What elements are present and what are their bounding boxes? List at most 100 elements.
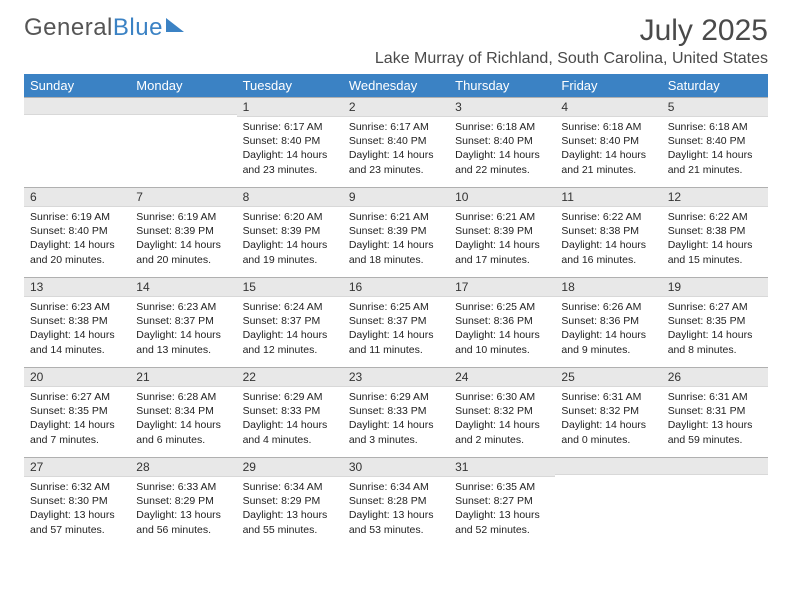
calendar-table: SundayMondayTuesdayWednesdayThursdayFrid…: [24, 74, 768, 547]
calendar-day-cell: 30Sunrise: 6:34 AMSunset: 8:28 PMDayligh…: [343, 457, 449, 547]
daylight-line: Daylight: 14 hours and 15 minutes.: [668, 238, 762, 266]
sunset-line: Sunset: 8:31 PM: [668, 404, 762, 418]
day-number-bar: 10: [449, 187, 555, 207]
sunrise-line: Sunrise: 6:30 AM: [455, 390, 549, 404]
day-number-bar: 22: [237, 367, 343, 387]
day-body: Sunrise: 6:18 AMSunset: 8:40 PMDaylight:…: [662, 117, 768, 181]
daylight-line: Daylight: 14 hours and 9 minutes.: [561, 328, 655, 356]
calendar-day-cell: 19Sunrise: 6:27 AMSunset: 8:35 PMDayligh…: [662, 277, 768, 367]
calendar-day-cell: 17Sunrise: 6:25 AMSunset: 8:36 PMDayligh…: [449, 277, 555, 367]
weekday-header: Wednesday: [343, 74, 449, 97]
day-number-bar: 1: [237, 97, 343, 117]
daylight-line: Daylight: 14 hours and 22 minutes.: [455, 148, 549, 176]
sunrise-line: Sunrise: 6:18 AM: [561, 120, 655, 134]
sunset-line: Sunset: 8:37 PM: [349, 314, 443, 328]
day-number-bar: 15: [237, 277, 343, 297]
day-body: Sunrise: 6:17 AMSunset: 8:40 PMDaylight:…: [237, 117, 343, 181]
day-number-bar: 13: [24, 277, 130, 297]
sunrise-line: Sunrise: 6:26 AM: [561, 300, 655, 314]
calendar-day-cell: 7Sunrise: 6:19 AMSunset: 8:39 PMDaylight…: [130, 187, 236, 277]
day-body: Sunrise: 6:32 AMSunset: 8:30 PMDaylight:…: [24, 477, 130, 541]
sunrise-line: Sunrise: 6:19 AM: [30, 210, 124, 224]
sunrise-line: Sunrise: 6:29 AM: [243, 390, 337, 404]
day-body: Sunrise: 6:25 AMSunset: 8:36 PMDaylight:…: [449, 297, 555, 361]
calendar-week-row: 20Sunrise: 6:27 AMSunset: 8:35 PMDayligh…: [24, 367, 768, 457]
day-body: Sunrise: 6:20 AMSunset: 8:39 PMDaylight:…: [237, 207, 343, 271]
sunrise-line: Sunrise: 6:18 AM: [455, 120, 549, 134]
sunrise-line: Sunrise: 6:25 AM: [455, 300, 549, 314]
sunset-line: Sunset: 8:39 PM: [136, 224, 230, 238]
day-number-bar: 5: [662, 97, 768, 117]
sunset-line: Sunset: 8:37 PM: [243, 314, 337, 328]
calendar-day-cell: 28Sunrise: 6:33 AMSunset: 8:29 PMDayligh…: [130, 457, 236, 547]
calendar-week-row: 13Sunrise: 6:23 AMSunset: 8:38 PMDayligh…: [24, 277, 768, 367]
logo: GeneralBlue: [24, 14, 184, 42]
calendar-day-cell: 5Sunrise: 6:18 AMSunset: 8:40 PMDaylight…: [662, 97, 768, 187]
day-number-bar: 30: [343, 457, 449, 477]
calendar-day-cell: 18Sunrise: 6:26 AMSunset: 8:36 PMDayligh…: [555, 277, 661, 367]
sunset-line: Sunset: 8:33 PM: [349, 404, 443, 418]
sunrise-line: Sunrise: 6:27 AM: [668, 300, 762, 314]
day-body: Sunrise: 6:17 AMSunset: 8:40 PMDaylight:…: [343, 117, 449, 181]
day-body: Sunrise: 6:23 AMSunset: 8:37 PMDaylight:…: [130, 297, 236, 361]
calendar-day-cell: 14Sunrise: 6:23 AMSunset: 8:37 PMDayligh…: [130, 277, 236, 367]
daylight-line: Daylight: 14 hours and 20 minutes.: [30, 238, 124, 266]
daylight-line: Daylight: 13 hours and 53 minutes.: [349, 508, 443, 536]
location: Lake Murray of Richland, South Carolina,…: [375, 50, 768, 68]
daylight-line: Daylight: 14 hours and 11 minutes.: [349, 328, 443, 356]
day-body: Sunrise: 6:26 AMSunset: 8:36 PMDaylight:…: [555, 297, 661, 361]
sunset-line: Sunset: 8:35 PM: [30, 404, 124, 418]
day-body: Sunrise: 6:29 AMSunset: 8:33 PMDaylight:…: [343, 387, 449, 451]
sunset-line: Sunset: 8:40 PM: [349, 134, 443, 148]
calendar-day-cell: [130, 97, 236, 187]
calendar-week-row: 27Sunrise: 6:32 AMSunset: 8:30 PMDayligh…: [24, 457, 768, 547]
day-body: Sunrise: 6:35 AMSunset: 8:27 PMDaylight:…: [449, 477, 555, 541]
logo-triangle-icon: [166, 18, 184, 32]
day-body: Sunrise: 6:23 AMSunset: 8:38 PMDaylight:…: [24, 297, 130, 361]
calendar-day-cell: 16Sunrise: 6:25 AMSunset: 8:37 PMDayligh…: [343, 277, 449, 367]
daylight-line: Daylight: 13 hours and 57 minutes.: [30, 508, 124, 536]
calendar-day-cell: 4Sunrise: 6:18 AMSunset: 8:40 PMDaylight…: [555, 97, 661, 187]
daylight-line: Daylight: 14 hours and 13 minutes.: [136, 328, 230, 356]
calendar-week-row: 6Sunrise: 6:19 AMSunset: 8:40 PMDaylight…: [24, 187, 768, 277]
day-number-bar: 31: [449, 457, 555, 477]
day-body: Sunrise: 6:33 AMSunset: 8:29 PMDaylight:…: [130, 477, 236, 541]
day-number-bar: 4: [555, 97, 661, 117]
daylight-line: Daylight: 13 hours and 52 minutes.: [455, 508, 549, 536]
daylight-line: Daylight: 14 hours and 0 minutes.: [561, 418, 655, 446]
sunset-line: Sunset: 8:36 PM: [455, 314, 549, 328]
calendar-day-cell: 25Sunrise: 6:31 AMSunset: 8:32 PMDayligh…: [555, 367, 661, 457]
sunrise-line: Sunrise: 6:19 AM: [136, 210, 230, 224]
sunrise-line: Sunrise: 6:25 AM: [349, 300, 443, 314]
day-number-bar: [555, 457, 661, 475]
day-number-bar: 24: [449, 367, 555, 387]
calendar-day-cell: 31Sunrise: 6:35 AMSunset: 8:27 PMDayligh…: [449, 457, 555, 547]
sunrise-line: Sunrise: 6:22 AM: [561, 210, 655, 224]
day-number-bar: 9: [343, 187, 449, 207]
day-number-bar: 25: [555, 367, 661, 387]
day-number-bar: 11: [555, 187, 661, 207]
calendar-day-cell: 10Sunrise: 6:21 AMSunset: 8:39 PMDayligh…: [449, 187, 555, 277]
daylight-line: Daylight: 14 hours and 21 minutes.: [668, 148, 762, 176]
title-block: July 2025 Lake Murray of Richland, South…: [375, 14, 768, 68]
day-number-bar: 6: [24, 187, 130, 207]
month-title: July 2025: [375, 14, 768, 48]
day-body: Sunrise: 6:27 AMSunset: 8:35 PMDaylight:…: [662, 297, 768, 361]
sunrise-line: Sunrise: 6:29 AM: [349, 390, 443, 404]
day-number-bar: 18: [555, 277, 661, 297]
sunset-line: Sunset: 8:39 PM: [243, 224, 337, 238]
calendar-day-cell: 21Sunrise: 6:28 AMSunset: 8:34 PMDayligh…: [130, 367, 236, 457]
sunset-line: Sunset: 8:32 PM: [561, 404, 655, 418]
sunset-line: Sunset: 8:28 PM: [349, 494, 443, 508]
daylight-line: Daylight: 14 hours and 12 minutes.: [243, 328, 337, 356]
day-body: Sunrise: 6:27 AMSunset: 8:35 PMDaylight:…: [24, 387, 130, 451]
day-body: Sunrise: 6:34 AMSunset: 8:29 PMDaylight:…: [237, 477, 343, 541]
sunset-line: Sunset: 8:33 PM: [243, 404, 337, 418]
daylight-line: Daylight: 14 hours and 14 minutes.: [30, 328, 124, 356]
calendar-day-cell: 8Sunrise: 6:20 AMSunset: 8:39 PMDaylight…: [237, 187, 343, 277]
sunset-line: Sunset: 8:29 PM: [243, 494, 337, 508]
sunrise-line: Sunrise: 6:28 AM: [136, 390, 230, 404]
sunrise-line: Sunrise: 6:33 AM: [136, 480, 230, 494]
day-number-bar: 3: [449, 97, 555, 117]
calendar-day-cell: 24Sunrise: 6:30 AMSunset: 8:32 PMDayligh…: [449, 367, 555, 457]
